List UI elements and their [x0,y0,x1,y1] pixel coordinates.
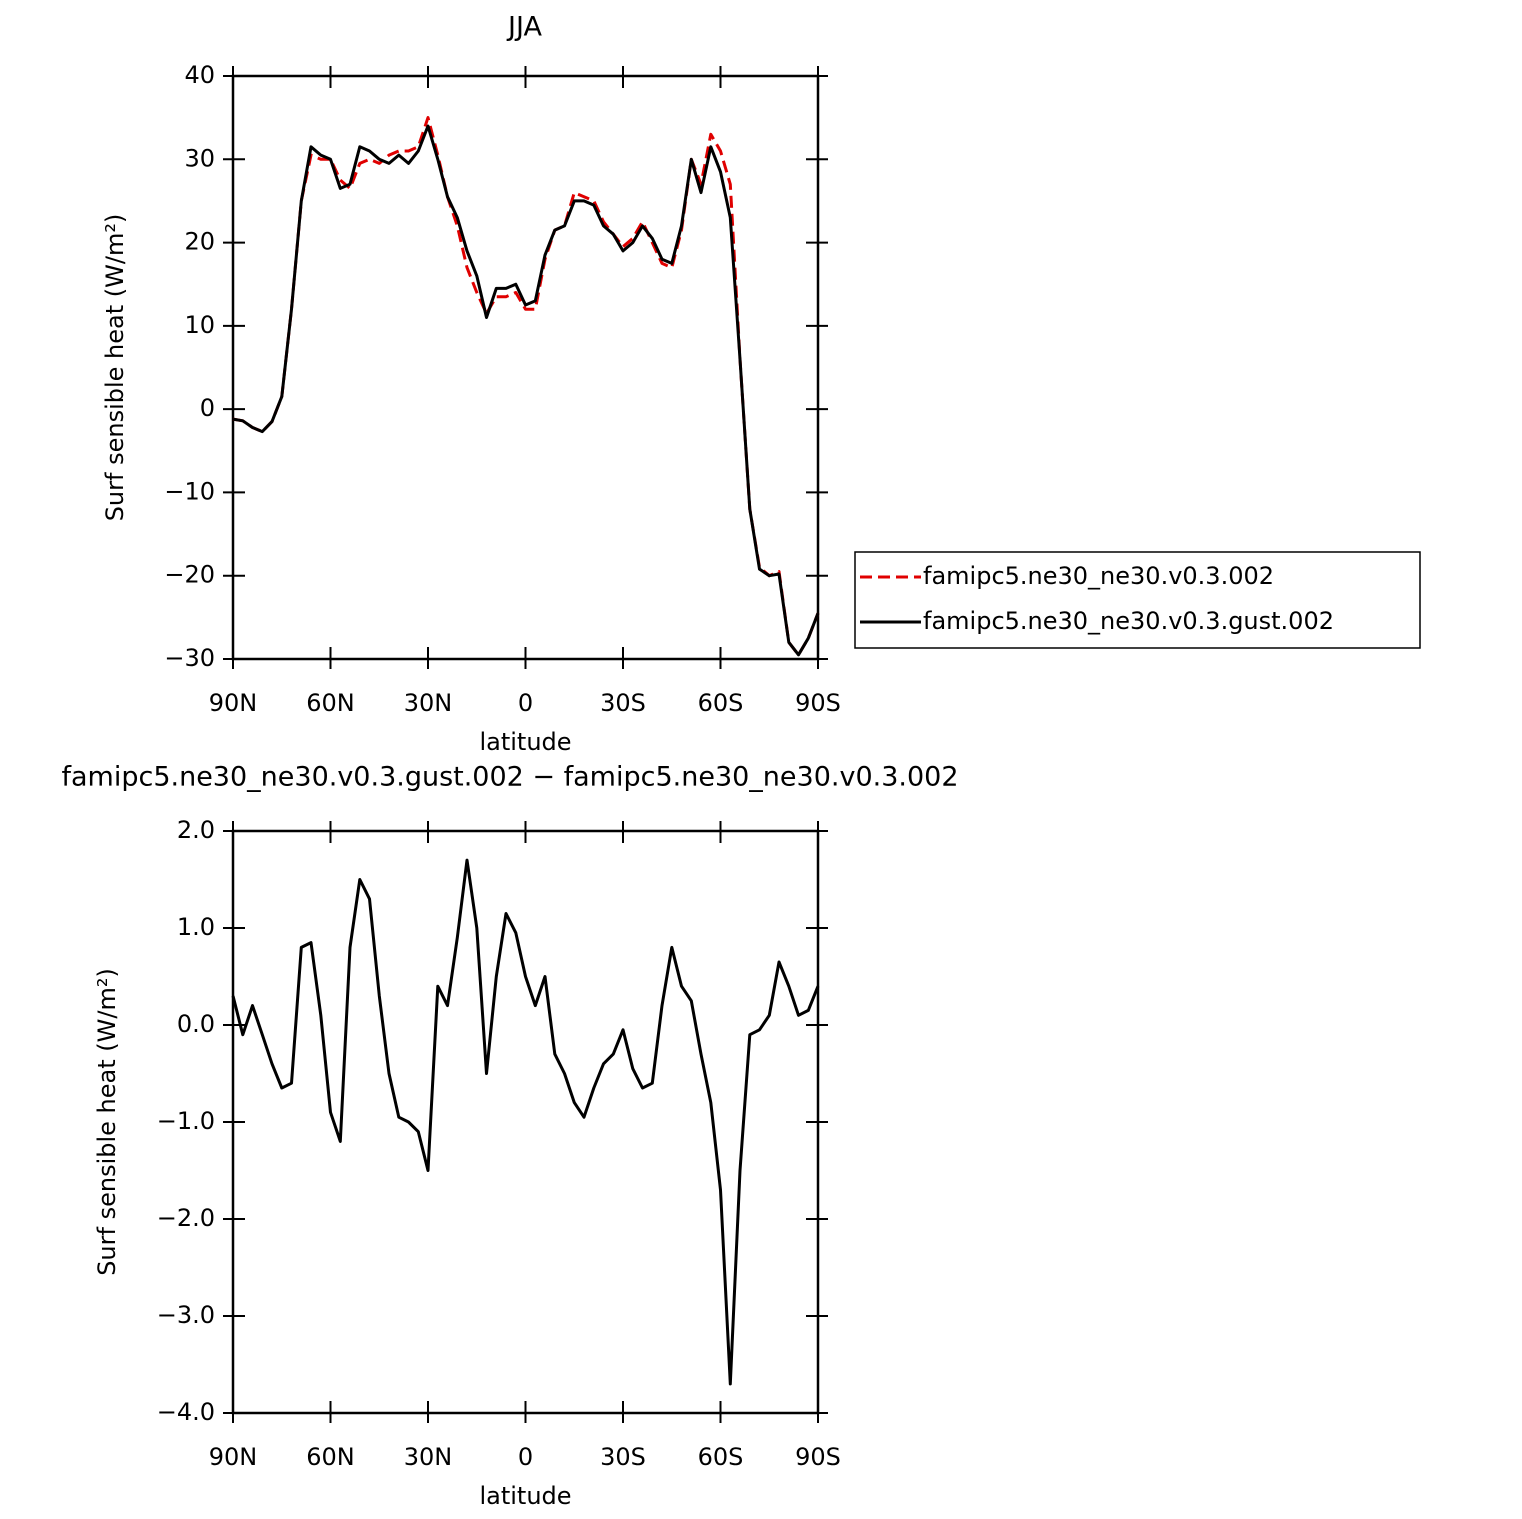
x-tick-label: 90N [209,1443,258,1471]
x-tick-label: 60S [698,1443,744,1471]
y-tick-label: 0.0 [177,1010,215,1038]
plot-frame [231,74,820,661]
x-tick-label: 60S [698,689,744,717]
x-tick-label: 30N [404,1443,453,1471]
y-tick-label: −20 [164,561,215,589]
chart-title: famipc5.ne30_ne30.v0.3.gust.002 − famipc… [61,762,958,793]
chart-title: JJA [506,12,542,43]
y-tick-label: 20 [184,228,215,256]
y-axis-label: Surf sensible heat (W/m²) [101,214,129,522]
y-tick-label: −30 [164,644,215,672]
x-tick-label: 60N [306,1443,355,1471]
y-tick-label: −2.0 [157,1204,215,1232]
y-tick-label: −4.0 [157,1398,215,1426]
data-line [232,124,820,657]
x-tick-label: 90S [795,689,841,717]
x-axis-label: latitude [479,728,571,756]
y-tick-label: −3.0 [157,1301,215,1329]
x-tick-label: 30S [600,1443,646,1471]
x-tick-label: 30N [404,689,453,717]
y-tick-label: 0 [200,394,215,422]
data-line [231,858,820,1386]
y-tick-label: 2.0 [177,816,215,844]
legend-label: famipc5.ne30_ne30.v0.3.002 [923,562,1274,590]
x-tick-label: 30S [600,689,646,717]
plot-frame [231,829,820,1415]
x-tick-label: 90N [209,689,258,717]
x-tick-label: 0 [518,1443,533,1471]
y-tick-label: −1.0 [157,1107,215,1135]
y-tick-label: 30 [184,144,215,172]
x-tick-label: 60N [306,689,355,717]
y-axis-label: Surf sensible heat (W/m²) [93,968,121,1276]
y-tick-label: 40 [184,61,215,89]
legend-box [854,551,1421,649]
x-axis-label: latitude [479,1482,571,1510]
x-tick-label: 90S [795,1443,841,1471]
y-tick-label: 10 [184,311,215,339]
x-tick-label: 0 [518,689,533,717]
data-line [232,116,820,657]
y-tick-label: −10 [164,477,215,505]
y-tick-label: 1.0 [177,913,215,941]
legend-label: famipc5.ne30_ne30.v0.3.gust.002 [923,607,1334,635]
